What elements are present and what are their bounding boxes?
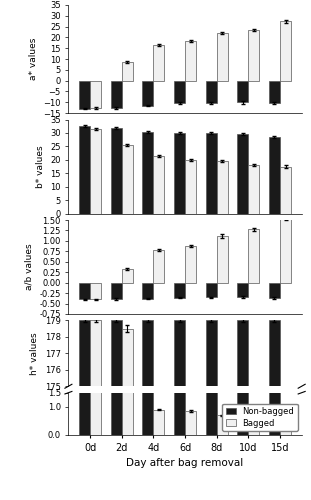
Y-axis label: a/b values: a/b values (25, 244, 34, 290)
Bar (237, 134, 248, 214)
Bar (111, 128, 122, 214)
Bar (206, 0, 217, 435)
Bar (269, 0, 280, 435)
Bar (206, 133, 217, 214)
Bar (217, 161, 228, 214)
Bar (122, 328, 133, 500)
Bar (185, 246, 196, 282)
Bar (206, 80, 217, 104)
Bar (122, 0, 133, 435)
Bar (217, 416, 228, 435)
Bar (122, 62, 133, 80)
Bar (237, 0, 248, 435)
Bar (122, 269, 133, 282)
Bar (280, 421, 291, 435)
Bar (174, 320, 185, 500)
Y-axis label: b* values: b* values (35, 145, 44, 188)
Bar (237, 320, 248, 500)
Bar (174, 282, 185, 298)
Bar (269, 80, 280, 104)
Bar (217, 33, 228, 80)
X-axis label: Day after bag removal: Day after bag removal (126, 458, 244, 468)
Y-axis label: a* values: a* values (29, 38, 38, 80)
Bar (248, 30, 259, 80)
Bar (248, 165, 259, 214)
Bar (269, 137, 280, 214)
Bar (90, 320, 101, 500)
Bar (79, 320, 90, 500)
Bar (269, 282, 280, 298)
Bar (280, 166, 291, 214)
Bar (90, 129, 101, 214)
Bar (185, 40, 196, 80)
Bar (280, 21, 291, 80)
Bar (153, 156, 165, 214)
Bar (185, 160, 196, 214)
Bar (90, 80, 101, 108)
Bar (153, 410, 165, 435)
Bar (142, 320, 153, 500)
Bar (280, 218, 291, 282)
Bar (174, 0, 185, 435)
Bar (142, 0, 153, 435)
Bar (248, 416, 259, 435)
Bar (111, 80, 122, 108)
Bar (90, 282, 101, 300)
Bar (79, 0, 90, 435)
Bar (142, 132, 153, 214)
Y-axis label: h* values: h* values (30, 332, 39, 374)
Bar (217, 236, 228, 282)
Bar (206, 320, 217, 500)
Bar (142, 80, 153, 106)
Bar (174, 133, 185, 214)
Bar (153, 250, 165, 282)
Bar (90, 0, 101, 435)
Bar (269, 320, 280, 500)
Bar (79, 80, 90, 109)
Legend: Non-bagged, Bagged: Non-bagged, Bagged (222, 404, 298, 431)
Bar (111, 282, 122, 299)
Bar (206, 282, 217, 298)
Bar (185, 411, 196, 435)
Bar (153, 45, 165, 80)
Bar (111, 0, 122, 435)
Bar (111, 320, 122, 500)
Bar (122, 145, 133, 214)
Bar (79, 126, 90, 214)
Bar (174, 80, 185, 104)
Bar (248, 229, 259, 282)
Bar (79, 282, 90, 300)
Bar (237, 282, 248, 297)
Bar (142, 282, 153, 298)
Bar (237, 80, 248, 102)
